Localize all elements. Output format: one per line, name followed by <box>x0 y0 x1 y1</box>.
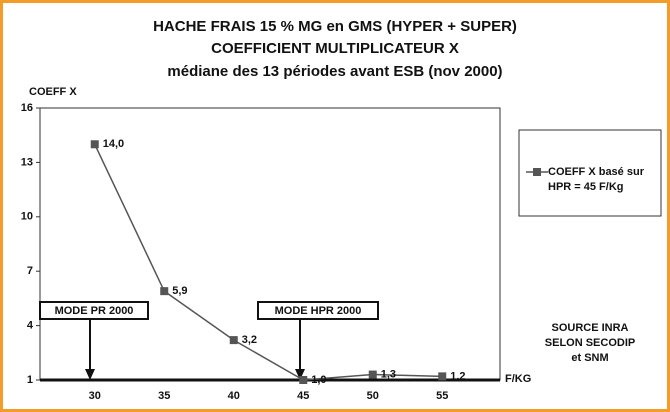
y-tick-label: 13 <box>21 156 33 168</box>
x-axis-label: F/KG <box>505 373 531 385</box>
data-label: 1,0 <box>311 374 326 386</box>
chart: HACHE FRAIS 15 % MG en GMS (HYPER + SUPE… <box>21 18 662 402</box>
y-tick-label: 7 <box>27 265 33 277</box>
source: SELON SECODIP <box>545 337 635 349</box>
marker <box>299 376 308 384</box>
series-line <box>94 143 443 381</box>
data-label: 1,2 <box>450 370 465 382</box>
annotation: MODE HPR 2000 <box>275 305 362 317</box>
marker <box>90 140 99 149</box>
legend-label: COEFF X basé sur HPR = 45 F/Kg <box>548 166 644 193</box>
y-axis-label: COEFF X <box>29 86 77 98</box>
x-tick-label: 50 <box>367 390 379 402</box>
legend-box <box>518 129 662 217</box>
marker <box>160 287 169 296</box>
marker <box>229 336 238 345</box>
annotation-box <box>39 301 149 320</box>
source: SOURCE INRA <box>551 322 628 334</box>
chart-title: COEFFICIENT MULTIPLICATEUR X <box>211 40 459 57</box>
annotation-box <box>257 301 379 320</box>
y-tick-label: 4 <box>27 320 34 332</box>
y-tick-label: 1 <box>27 374 33 386</box>
x-tick-label: 55 <box>436 390 448 402</box>
annotation: MODE PR 2000 <box>55 305 134 317</box>
chart-title: médiane des 13 périodes avant ESB (nov 2… <box>167 63 502 80</box>
x-tick-label: 40 <box>228 390 240 402</box>
data-label: 3,2 <box>242 334 257 346</box>
data-label: 5,9 <box>172 285 187 297</box>
marker <box>368 370 377 379</box>
arrow-head <box>295 369 305 380</box>
x-tick-label: 45 <box>297 390 309 402</box>
arrow-head <box>85 369 95 380</box>
data-label: 14,0 <box>103 138 124 150</box>
source: et SNM <box>571 352 608 364</box>
legend-marker <box>533 168 541 176</box>
data-label: 1,3 <box>381 368 396 380</box>
y-tick-label: 16 <box>21 102 33 114</box>
marker <box>438 372 447 381</box>
y-tick-label: 10 <box>21 211 33 223</box>
x-tick-label: 35 <box>158 390 170 402</box>
chart-title: HACHE FRAIS 15 % MG en GMS (HYPER + SUPE… <box>153 18 517 35</box>
x-tick-label: 30 <box>89 390 101 402</box>
